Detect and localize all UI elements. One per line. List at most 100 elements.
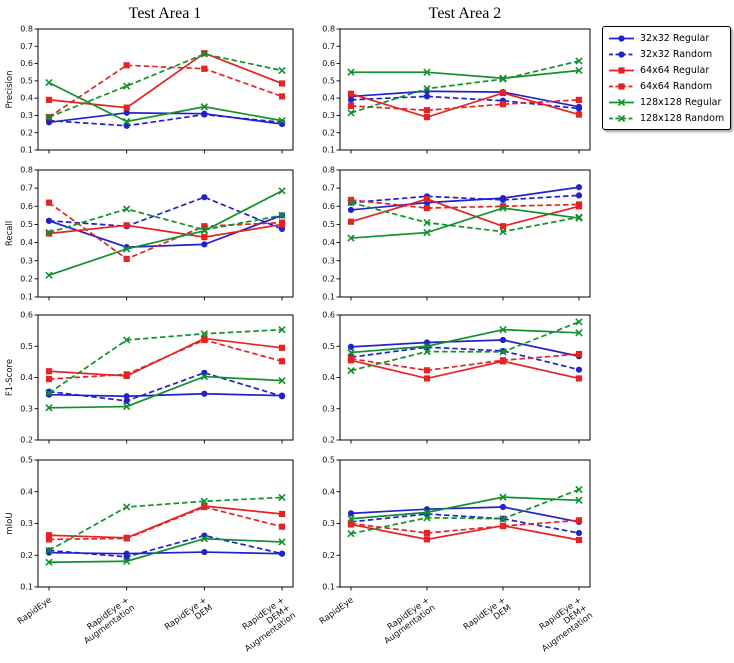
y-tick-label: 0.1	[322, 583, 335, 592]
circle-marker-icon	[201, 194, 208, 201]
y-tick-label: 0.1	[20, 146, 33, 155]
x-marker-icon	[123, 82, 131, 90]
circle-marker-icon	[45, 388, 53, 395]
circle-marker-icon	[278, 393, 286, 400]
square-marker-icon	[618, 82, 625, 90]
x-marker-icon	[575, 329, 583, 337]
square-marker-icon	[123, 371, 130, 378]
x-marker-icon	[347, 366, 355, 375]
y-tick-label: 0.4	[322, 373, 335, 382]
series-line-128x128-random	[48, 208, 283, 234]
legend-swatch	[609, 82, 634, 90]
square-marker-icon	[201, 223, 208, 230]
x-marker-icon	[617, 114, 626, 122]
x-tick-label: RapidEye +DEM+Augmentation	[529, 595, 595, 654]
y-tick-label: 0.3	[20, 111, 33, 120]
circle-marker-icon	[347, 510, 355, 517]
series-line-32x32-random	[48, 113, 283, 127]
x-marker-icon	[423, 508, 431, 517]
square-marker-icon	[423, 536, 431, 543]
square-marker-icon	[499, 522, 507, 530]
legend-item-128x128-random: 128x128 Random	[608, 110, 724, 126]
y-tick-label: 0.2	[20, 128, 33, 137]
x-marker-icon	[575, 57, 583, 65]
circle-marker-icon	[347, 206, 355, 214]
legend-label: 64x64 Regular	[640, 64, 710, 76]
y-tick-label: 0.3	[322, 519, 335, 528]
series-line-128x128-random	[48, 496, 283, 552]
x-marker-icon	[278, 211, 286, 220]
square-marker-icon	[123, 62, 130, 69]
square-marker-icon	[499, 223, 507, 230]
square-marker-icon	[423, 205, 431, 212]
y-tick-label: 0.8	[322, 166, 335, 175]
circle-marker-icon	[347, 343, 355, 350]
legend-label: 32x32 Regular	[640, 32, 710, 44]
chart-ta2-f1-score: 0.2 0.3 0.4 0.5 0.6	[322, 311, 591, 445]
y-tick-label: 0.8	[20, 25, 33, 34]
square-marker-icon	[278, 80, 286, 87]
y-tick-label: 0.4	[20, 238, 33, 247]
x-marker-icon	[499, 493, 507, 501]
y-tick-label: 0.2	[322, 551, 335, 560]
legend-swatch	[609, 50, 634, 58]
x-marker-icon	[278, 326, 286, 334]
y-tick-label: 0.1	[322, 293, 335, 302]
y-tick-label: 0.3	[322, 256, 335, 265]
y-tick-label: 0.4	[322, 487, 335, 496]
legend-swatch	[609, 66, 634, 74]
square-marker-icon	[347, 218, 355, 225]
legend: 32x32 Regular 32x32 Random 64x64 Regular 64…	[602, 26, 732, 130]
x-marker-icon	[200, 103, 208, 111]
y-tick-label: 0.8	[322, 25, 335, 34]
x-marker-icon	[575, 485, 583, 494]
series-line-32x32-regular	[350, 90, 580, 108]
y-tick-label: 0.5	[322, 220, 335, 229]
y-tick-label: 0.4	[20, 487, 33, 496]
x-marker-icon	[278, 66, 286, 75]
x-marker-icon	[423, 514, 431, 522]
series-line-32x32-random	[48, 196, 283, 230]
x-marker-icon	[499, 75, 507, 83]
y-tick-label: 0.2	[20, 551, 33, 560]
circle-marker-icon	[201, 390, 208, 397]
x-marker-icon	[347, 515, 355, 523]
series-line-128x128-regular	[351, 69, 580, 80]
square-marker-icon	[499, 203, 507, 210]
column-title-test-area-2: Test Area 2	[428, 5, 502, 22]
square-marker-icon	[575, 96, 583, 103]
x-marker-icon	[575, 318, 583, 326]
x-tick-label: RapidEye +DEM	[462, 595, 514, 640]
square-marker-icon	[347, 102, 355, 110]
series-line-64x64-random	[48, 506, 283, 541]
y-tick-label: 0.2	[322, 128, 335, 137]
y-tick-label: 0.2	[322, 274, 335, 283]
x-marker-icon	[499, 348, 507, 356]
x-marker-icon	[45, 78, 53, 87]
y-tick-label: 0.3	[322, 111, 335, 120]
x-tick-label: RapidEye	[318, 595, 356, 626]
y-tick-label: 0.6	[20, 311, 33, 320]
series-line-128x128-regular	[350, 328, 580, 354]
x-marker-icon	[45, 546, 53, 555]
y-axis-label: mIoU	[5, 512, 15, 534]
square-marker-icon	[278, 510, 286, 518]
y-tick-label: 0.8	[20, 166, 33, 175]
series-line-32x32-regular	[350, 506, 580, 523]
x-marker-icon	[575, 213, 583, 221]
y-tick-label: 0.7	[322, 184, 335, 193]
y-tick-label: 0.6	[322, 59, 335, 68]
square-marker-icon	[575, 201, 583, 208]
legend-swatch	[609, 114, 634, 122]
legend-label: 128x128 Regular	[640, 96, 722, 108]
square-marker-icon	[278, 93, 286, 100]
square-marker-icon	[575, 111, 583, 118]
plot-box	[37, 28, 294, 151]
x-marker-icon	[200, 372, 208, 381]
series-line-128x128-regular	[48, 375, 283, 409]
circle-marker-icon	[347, 96, 355, 103]
series-line-32x32-random	[48, 371, 283, 402]
x-marker-icon	[347, 348, 355, 357]
series-line-64x64-random	[48, 201, 283, 260]
square-marker-icon	[45, 96, 53, 103]
